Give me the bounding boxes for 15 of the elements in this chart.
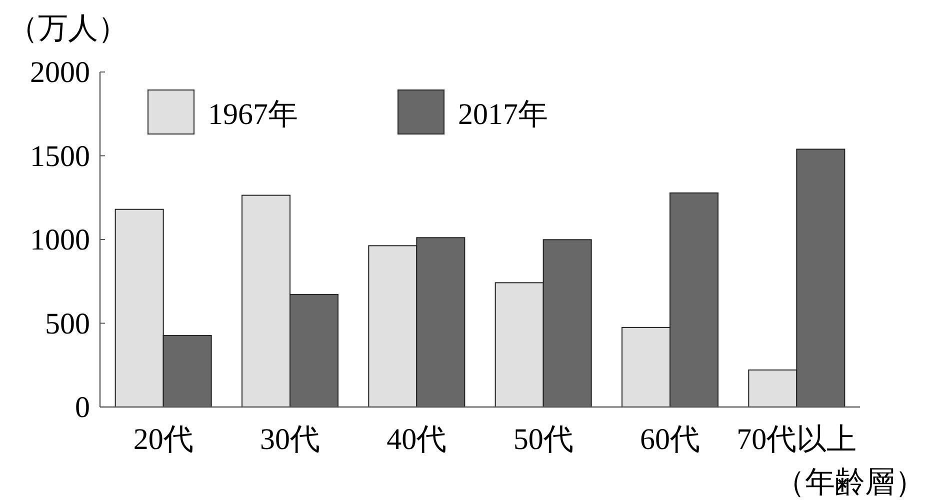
y-tick-label: 0 <box>75 391 90 424</box>
x-tick-label: 40代 <box>386 423 447 456</box>
x-tick-label: 30代 <box>260 423 320 456</box>
y-tick-label: 2000 <box>30 56 90 89</box>
y-tick-label: 1500 <box>30 140 90 173</box>
legend-label: 2017年 <box>458 98 548 131</box>
x-tick-label: 60代 <box>640 423 700 456</box>
y-tick-label: 1000 <box>30 224 90 256</box>
x-tick-label: 70代以上 <box>736 423 857 456</box>
x-axis-title: （年齢層） <box>775 466 925 499</box>
y-tick-label: 500 <box>45 307 90 340</box>
x-tick-label: 20代 <box>133 423 194 456</box>
x-tick-label: 50代 <box>513 423 574 456</box>
y-axis-title: （万人） <box>8 12 128 45</box>
legend-label: 1967年 <box>208 98 298 131</box>
